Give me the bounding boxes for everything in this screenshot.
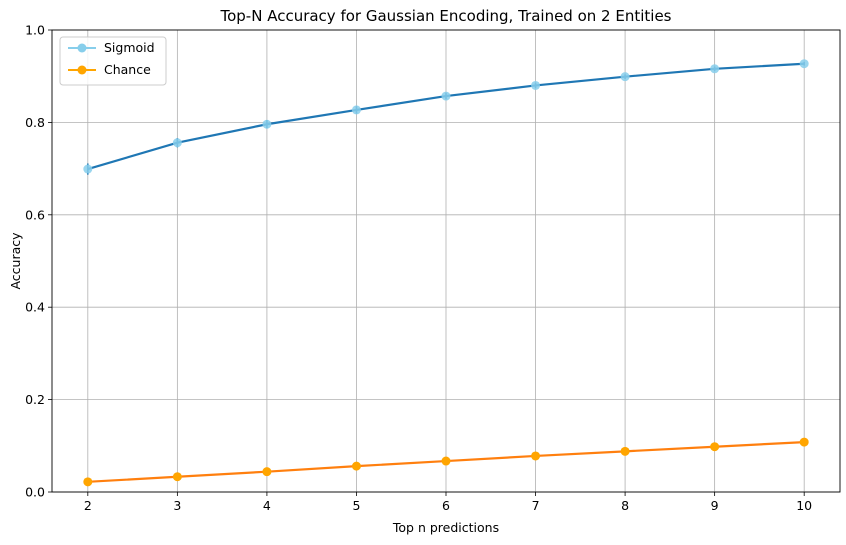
data-point-sigmoid [351, 105, 361, 115]
data-point-chance [531, 451, 541, 461]
x-tick-label: 10 [796, 498, 812, 513]
y-axis-ticks: 0.0 0.2 0.4 0.6 0.8 1.0 [25, 23, 52, 500]
data-point-chance [620, 446, 630, 456]
markers [83, 59, 809, 487]
y-tick-label: 0.4 [25, 300, 45, 315]
data-point-chance [799, 437, 809, 447]
data-point-sigmoid [172, 138, 182, 148]
y-axis-label: Accuracy [8, 232, 23, 290]
chart-title: Top-N Accuracy for Gaussian Encoding, Tr… [219, 7, 671, 25]
x-tick-label: 3 [173, 498, 181, 513]
legend-marker-chance [77, 65, 87, 75]
x-tick-label: 5 [352, 498, 360, 513]
data-point-chance [262, 467, 272, 477]
y-tick-label: 0.6 [25, 207, 45, 222]
x-tick-label: 2 [84, 498, 92, 513]
y-tick-label: 0.8 [25, 115, 45, 130]
x-tick-label: 8 [621, 498, 629, 513]
data-point-chance [710, 442, 720, 452]
y-tick-label: 0.2 [25, 392, 45, 407]
data-point-sigmoid [799, 59, 809, 69]
data-point-sigmoid [83, 164, 93, 174]
x-axis-ticks: 2 3 4 5 6 7 8 9 10 [84, 492, 812, 513]
legend-label-sigmoid: Sigmoid [104, 40, 155, 55]
y-tick-label: 1.0 [25, 23, 45, 38]
legend-label-chance: Chance [104, 62, 151, 77]
y-tick-label: 0.0 [25, 485, 45, 500]
legend: Sigmoid Chance [59, 36, 167, 86]
legend-marker-sigmoid [77, 43, 87, 53]
x-tick-label: 7 [532, 498, 540, 513]
data-point-chance [441, 456, 451, 466]
data-point-sigmoid [710, 64, 720, 74]
x-tick-label: 4 [263, 498, 271, 513]
data-point-sigmoid [531, 80, 541, 90]
data-point-chance [83, 477, 93, 487]
x-tick-label: 9 [711, 498, 719, 513]
data-point-sigmoid [620, 72, 630, 82]
data-point-sigmoid [441, 91, 451, 101]
x-tick-label: 6 [442, 498, 450, 513]
x-axis-label: Top n predictions [392, 520, 499, 535]
data-point-chance [172, 472, 182, 482]
data-point-chance [351, 461, 361, 471]
data-point-sigmoid [262, 119, 272, 129]
